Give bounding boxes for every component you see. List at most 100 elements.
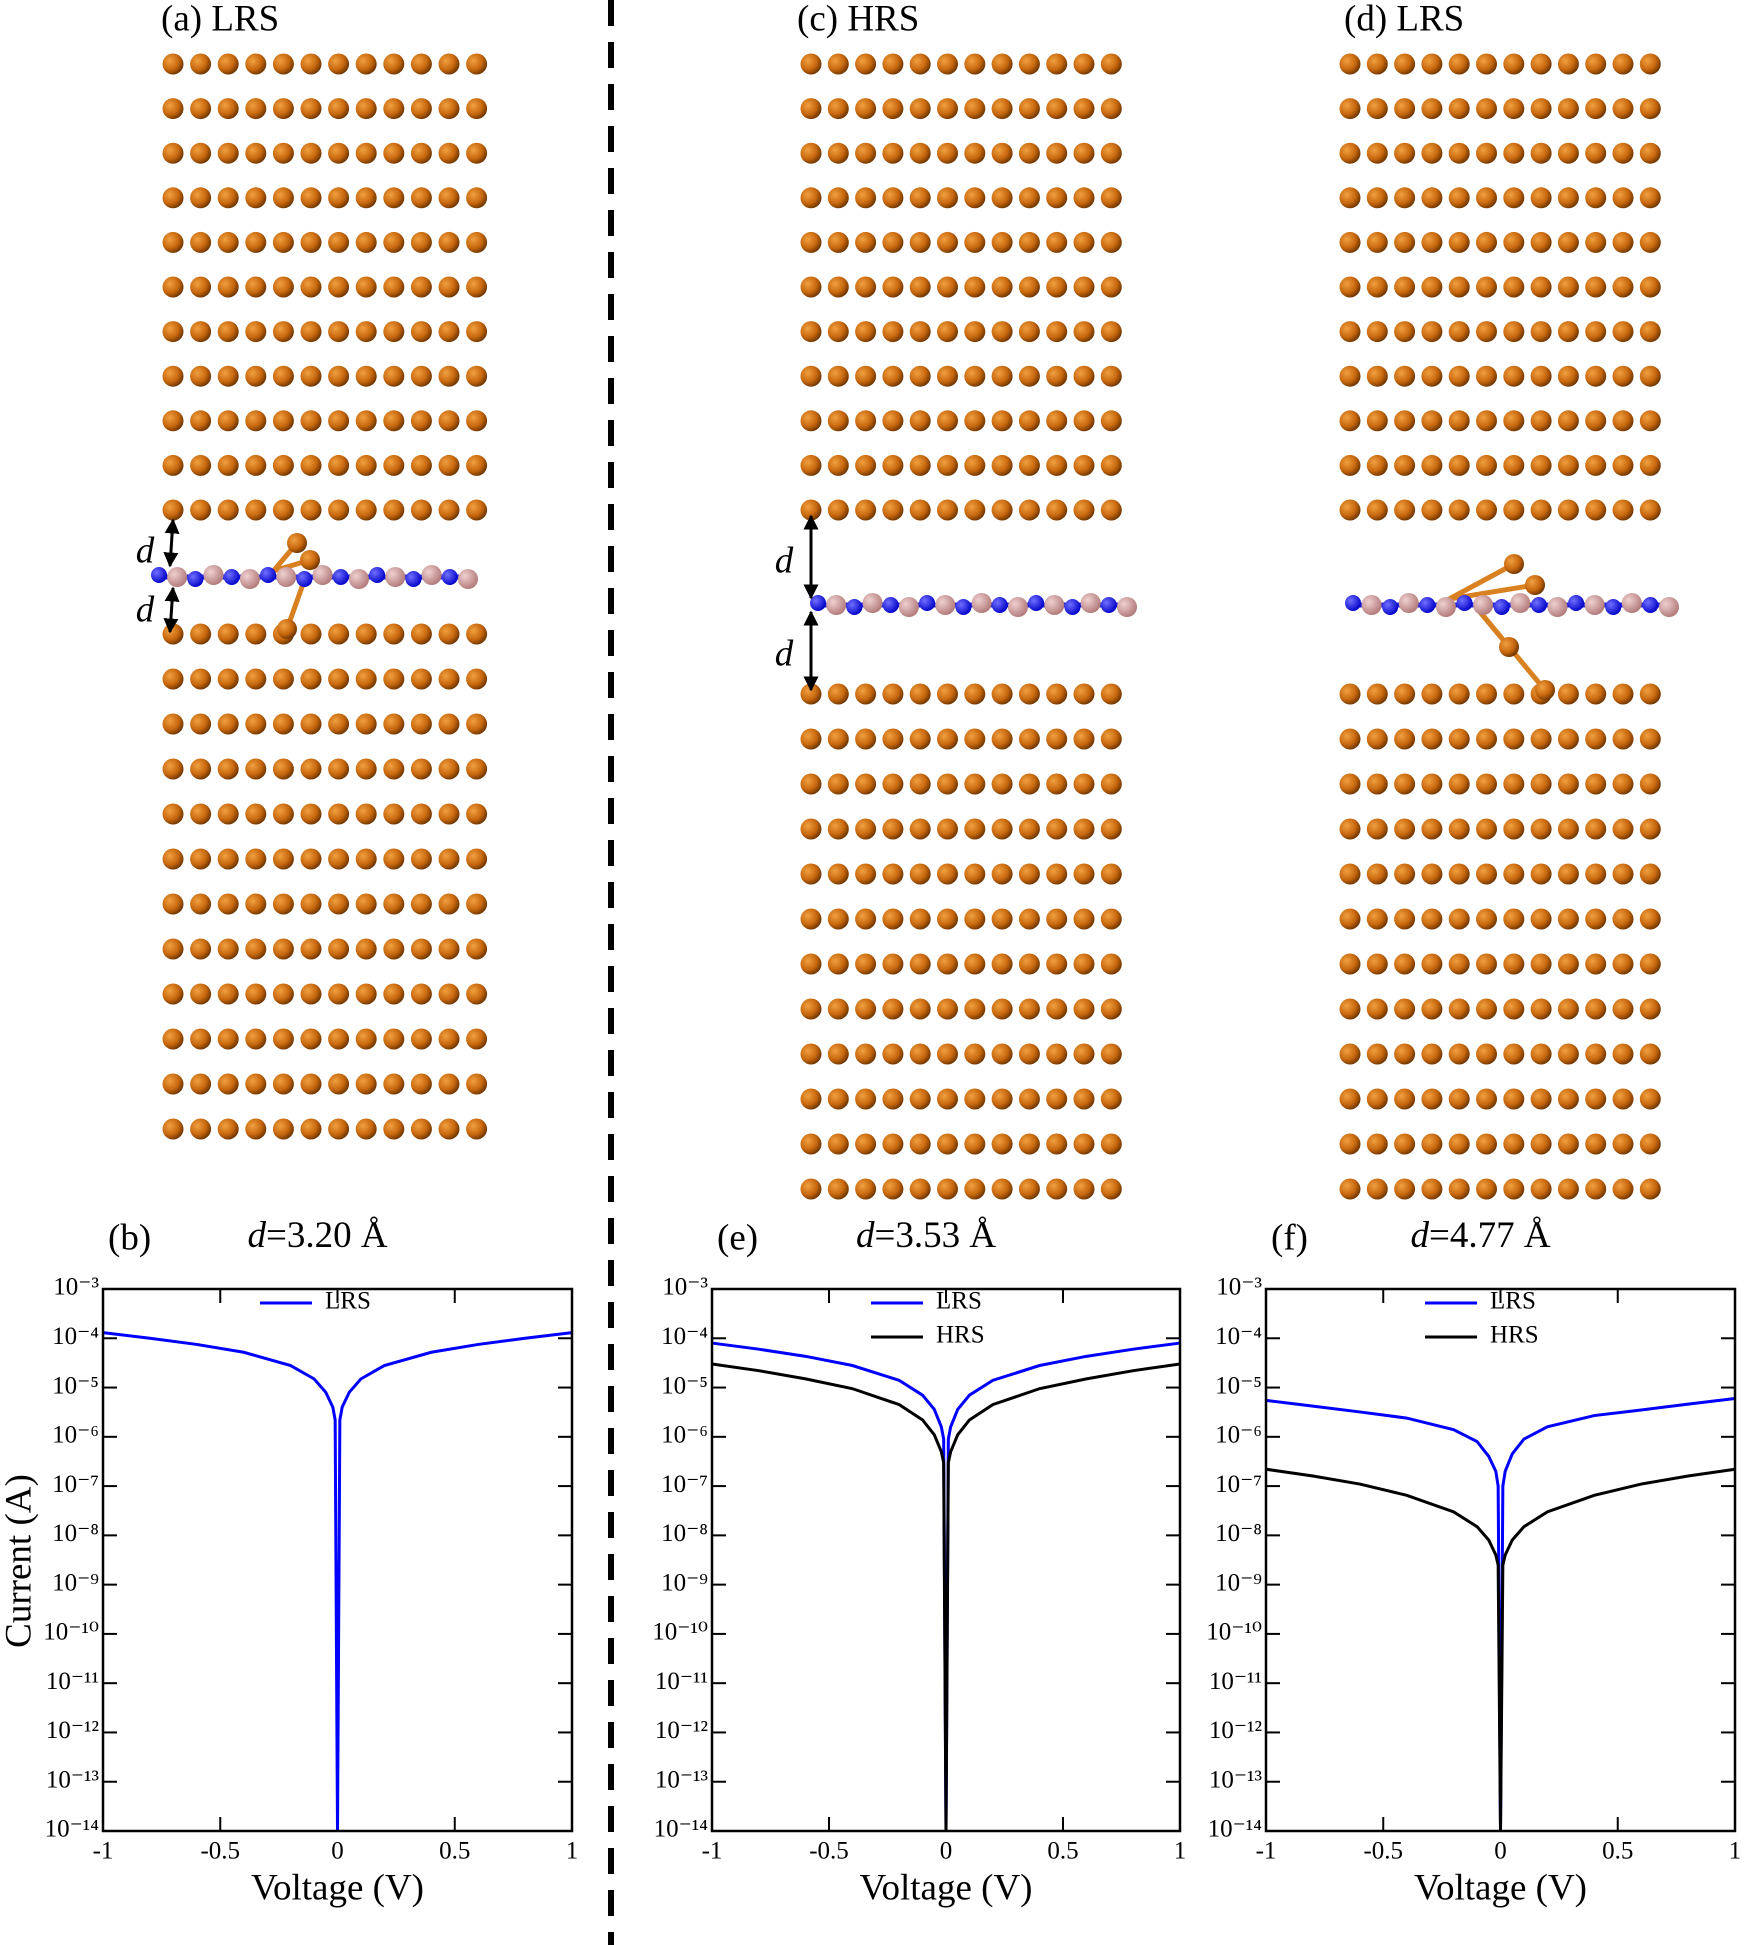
cu-atom [1557,1178,1579,1200]
cu-atom [800,1088,822,1110]
cu-atom [1476,231,1497,253]
cu-atom [1639,499,1661,521]
cu-atom [162,938,184,960]
cu-atom [217,668,239,690]
cu-atom [355,321,377,343]
b-atom [1435,597,1456,617]
cu-atom [245,1118,267,1140]
cu-atom [964,142,986,164]
cu-atom [1394,728,1416,750]
cu-atom [909,908,931,930]
cu-atom [162,142,184,164]
cu-atom [1503,818,1525,840]
b-atom [898,597,919,617]
cu-atom [300,142,322,164]
cu-atom [328,938,350,960]
cu-atom [410,623,432,645]
cu-atom [217,276,239,298]
cu-atom [1530,53,1552,75]
cu-atom [991,818,1013,840]
cu-atom [909,321,931,343]
cu-atom [1366,953,1388,975]
cu-atom [1421,499,1443,521]
b-atom [312,565,333,585]
cu-atom [190,623,212,645]
cu-atom [1639,818,1661,840]
cu-atom [991,683,1013,705]
y-tick-label: 10⁻¹⁰ [43,1619,99,1646]
cu-atom [964,1088,986,1110]
cu-atom [1339,142,1361,164]
cu-atom [909,187,931,209]
cu-atom [1585,908,1607,930]
cu-atom [882,1088,904,1110]
cu-atom [1018,454,1040,476]
cu-atom [410,410,432,432]
cu-atom [410,187,432,209]
cu-atom [300,53,322,75]
cu-atom [800,53,822,75]
cu-atom [383,983,405,1005]
cu-atom [1503,683,1525,705]
cu-atom [1100,142,1122,164]
cu-atom [882,321,904,343]
cu-atom [1073,908,1095,930]
cu-atom [1557,499,1579,521]
cu-atom [1639,863,1661,885]
cu-atom [1073,818,1095,840]
cu-atom [1421,365,1443,387]
cu-atom [355,142,377,164]
cu-atom [1448,773,1470,795]
cu-atom [438,1028,460,1050]
cu-atom [827,98,849,120]
cu-atom [1394,683,1416,705]
cu-atom [882,998,904,1020]
cu-atom [438,365,460,387]
y-tick-label: 10⁻⁴ [661,1323,708,1350]
cu-atom [964,276,986,298]
cu-atom [937,683,958,705]
cu-atom [991,1088,1013,1110]
cu-atom [466,623,488,645]
cu-atom [800,1178,822,1200]
cu-atom [245,1028,267,1050]
cu-atom [1448,53,1470,75]
cu-atom [1530,908,1552,930]
cu-atom [466,142,488,164]
cu-atom [882,98,904,120]
cu-atom [964,998,986,1020]
cu-atom [1448,142,1470,164]
cu-atom [245,848,267,870]
cu-atom [245,454,267,476]
cu-atom [937,1088,958,1110]
cu-atom [991,365,1013,387]
cu-atom [1476,953,1497,975]
cu-atom [328,365,350,387]
cu-atom [1612,953,1634,975]
cu-atom [991,1043,1013,1065]
cu-atom [328,410,350,432]
cu-atom [217,1028,239,1050]
cu-atom [1018,321,1040,343]
cu-atom [1100,454,1122,476]
cu-atom [1339,321,1361,343]
cu-atom [162,231,184,253]
cu-atom [937,863,958,885]
cu-atom [438,454,460,476]
cu-atom [190,983,212,1005]
x-tick-label: -1 [93,1838,114,1865]
cu-atom [410,758,432,780]
cu-atom [1503,365,1525,387]
cu-atom [1018,276,1040,298]
cu-atom [272,938,294,960]
cu-atom [466,1073,488,1095]
cu-atom [1394,142,1416,164]
cu-atom [1018,187,1040,209]
cu-atom [1585,773,1607,795]
cu-atom [438,276,460,298]
cu-atom [909,98,931,120]
cu-atom [328,142,350,164]
cu-atom [217,365,239,387]
cu-atom [1339,1043,1361,1065]
cu-atom [1476,276,1497,298]
